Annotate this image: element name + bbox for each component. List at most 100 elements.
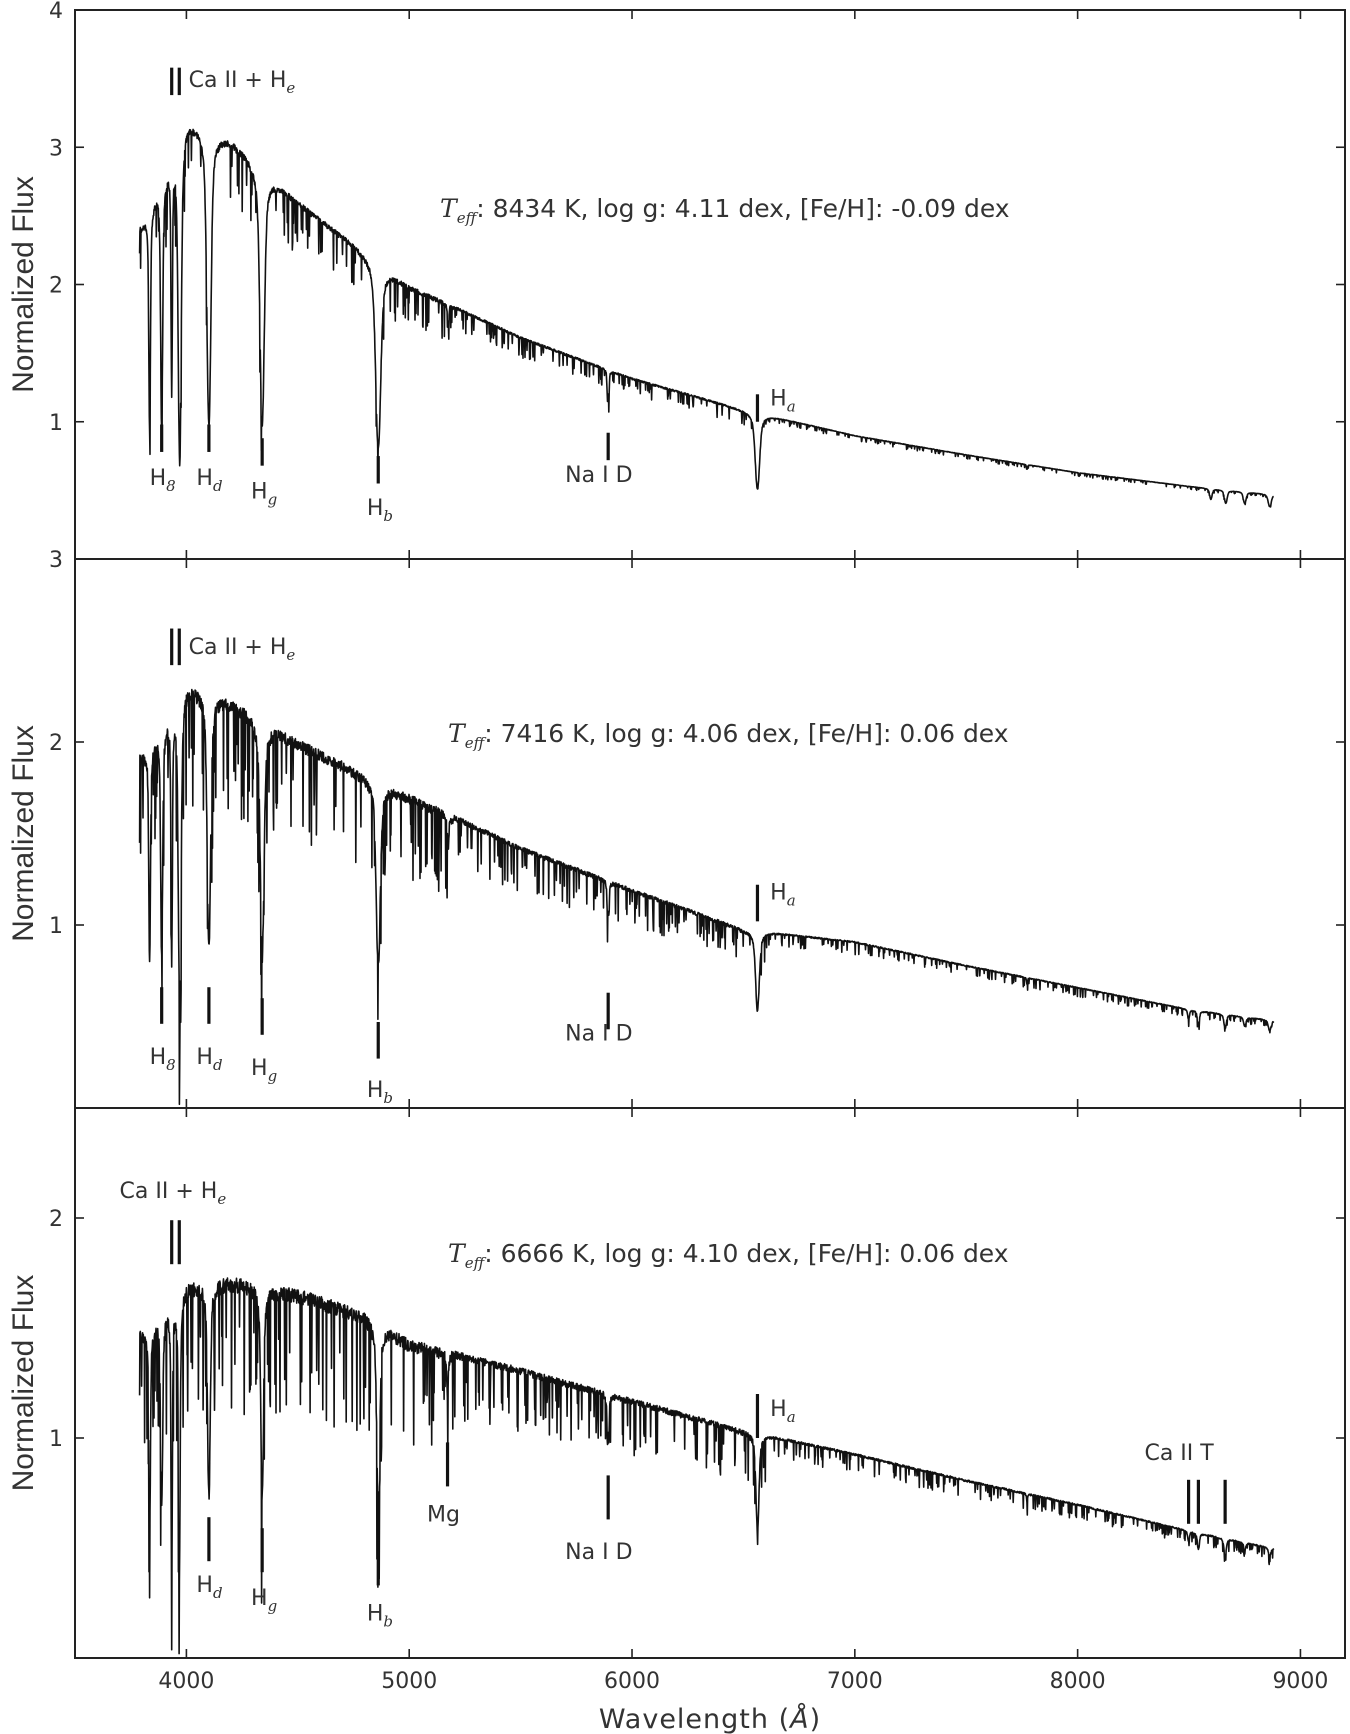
line-annotation: Na I D xyxy=(565,1021,632,1046)
teff-subscript: eff xyxy=(465,1254,487,1272)
annotation-subscript: g xyxy=(268,1067,278,1085)
params-text: : 7416 K, log g: 4.06 dex, [Fe/H]: 0.06 … xyxy=(484,719,1008,748)
annotation-text: H xyxy=(770,880,787,905)
x-tick-label: 6000 xyxy=(604,1669,660,1694)
annotation-text: Na I D xyxy=(565,1540,632,1565)
annotation-text: H xyxy=(367,496,384,521)
line-annotation: Ha xyxy=(770,386,796,415)
annotation-text: H xyxy=(196,466,213,491)
annotation-text: H xyxy=(770,386,787,411)
annotation-subscript: d xyxy=(213,1056,223,1074)
line-annotation: H8 xyxy=(150,1045,176,1074)
params-text: : 6666 K, log g: 4.10 dex, [Fe/H]: 0.06 … xyxy=(484,1239,1008,1268)
annotation-subscript: d xyxy=(213,477,223,495)
y-axis-label: Normalized Flux xyxy=(7,176,40,393)
y-tick-label: 2 xyxy=(49,1207,63,1232)
annotation-subscript: g xyxy=(268,1597,278,1615)
line-annotation: Ha xyxy=(770,1397,796,1426)
annotation-subscript: e xyxy=(217,1190,226,1208)
line-annotation: Ha xyxy=(770,880,796,909)
annotation-text: H xyxy=(150,466,167,491)
x-tick-label: 8000 xyxy=(1050,1669,1106,1694)
teff-subscript: eff xyxy=(465,734,487,752)
panel-3: 1 2 4000 5000 6000 7000 8000 9000 Normalized Flu… xyxy=(7,1107,1346,1694)
line-annotation: Hd xyxy=(196,1573,222,1602)
annotation-text: Ca II T xyxy=(1144,1441,1214,1466)
teff-symbol: T xyxy=(448,1239,467,1268)
stellar-parameters: Teff: 6666 K, log g: 4.10 dex, [Fe/H]: 0… xyxy=(448,1239,1009,1272)
y-tick-label: 3 xyxy=(49,548,63,573)
annotation-text: H xyxy=(150,1045,167,1070)
y-tick-label: 4 xyxy=(49,0,63,24)
y-tick-label: 3 xyxy=(49,136,63,161)
annotation-subscript: e xyxy=(286,79,295,97)
spectrum-line xyxy=(138,1277,1275,1655)
annotation-subscript: 8 xyxy=(166,1056,176,1074)
annotation-subscript: 8 xyxy=(166,477,176,495)
line-annotation: Hd xyxy=(196,1045,222,1074)
line-annotation: Na I D xyxy=(565,1540,632,1565)
annotation-text: H xyxy=(196,1573,213,1598)
annotation-text: H xyxy=(367,1602,384,1627)
line-annotation: Na I D xyxy=(565,463,632,488)
annotation-subscript: b xyxy=(383,1089,393,1107)
annotation-subscript: g xyxy=(268,491,278,509)
x-axis-label-text: Wavelength xyxy=(599,1704,769,1734)
x-axis-unit-close: ) xyxy=(810,1704,822,1734)
line-annotation: Hg xyxy=(251,1586,277,1615)
line-annotation: Hd xyxy=(196,466,222,495)
line-annotation: Ca II + He xyxy=(189,635,296,664)
teff-symbol: T xyxy=(448,719,467,748)
y-axis-label: Normalized Flux xyxy=(7,725,40,942)
line-annotation: Hb xyxy=(367,1078,393,1107)
params-text: : 8434 K, log g: 4.11 dex, [Fe/H]: -0.09… xyxy=(476,194,1009,223)
x-axis-unit: ( xyxy=(769,1704,790,1734)
teff-symbol: T xyxy=(440,194,459,223)
line-annotation: Ca II + He xyxy=(189,68,296,97)
spectrum-line xyxy=(138,128,1275,508)
annotation-subscript: b xyxy=(383,507,393,525)
annotation-subscript: a xyxy=(787,397,796,415)
x-axis-unit-symbol: Å xyxy=(788,1703,809,1734)
stellar-parameters: Teff: 8434 K, log g: 4.11 dex, [Fe/H]: -… xyxy=(440,194,1010,227)
annotation-subscript: e xyxy=(286,646,295,664)
stellar-parameters: Teff: 7416 K, log g: 4.06 dex, [Fe/H]: 0… xyxy=(448,719,1009,752)
y-tick-label: 1 xyxy=(49,914,63,939)
y-tick-label: 1 xyxy=(49,411,63,436)
line-annotation: Mg xyxy=(427,1503,460,1528)
annotation-text: Ca II + H xyxy=(189,68,287,93)
annotation-text: Ca II + H xyxy=(189,635,287,660)
y-tick-label: 2 xyxy=(49,274,63,299)
line-annotation: Hg xyxy=(251,480,277,509)
line-annotation: Ca II T xyxy=(1144,1441,1214,1466)
panel-frame xyxy=(74,1107,1346,1659)
teff-subscript: eff xyxy=(457,209,479,227)
line-annotation: Hg xyxy=(251,1056,277,1085)
annotation-text: Mg xyxy=(427,1503,460,1528)
y-tick-label: 1 xyxy=(49,1427,63,1452)
spectrum-line xyxy=(138,688,1275,1106)
annotation-subscript: a xyxy=(787,1408,796,1426)
x-tick-label: 7000 xyxy=(827,1669,883,1694)
annotation-text: H xyxy=(251,1056,268,1081)
line-annotation: Hb xyxy=(367,1602,393,1631)
annotation-text: H xyxy=(251,480,268,505)
annotation-subscript: d xyxy=(213,1584,223,1602)
annotation-subscript: a xyxy=(787,891,796,909)
annotation-subscript: b xyxy=(383,1613,393,1631)
annotation-text: Ca II + H xyxy=(120,1179,218,1204)
annotation-text: H xyxy=(196,1045,213,1070)
y-axis-label: Normalized Flux xyxy=(7,1275,40,1492)
x-tick-label: 5000 xyxy=(381,1669,437,1694)
x-tick-label: 9000 xyxy=(1272,1669,1328,1694)
annotation-text: H xyxy=(367,1078,384,1103)
x-axis-label: Wavelength (Å) xyxy=(599,1703,821,1734)
line-annotation: Ca II + He xyxy=(120,1179,227,1208)
y-tick-label: 2 xyxy=(49,731,63,756)
annotation-text: Na I D xyxy=(565,463,632,488)
annotation-text: H xyxy=(251,1586,268,1611)
annotation-text: Na I D xyxy=(565,1021,632,1046)
